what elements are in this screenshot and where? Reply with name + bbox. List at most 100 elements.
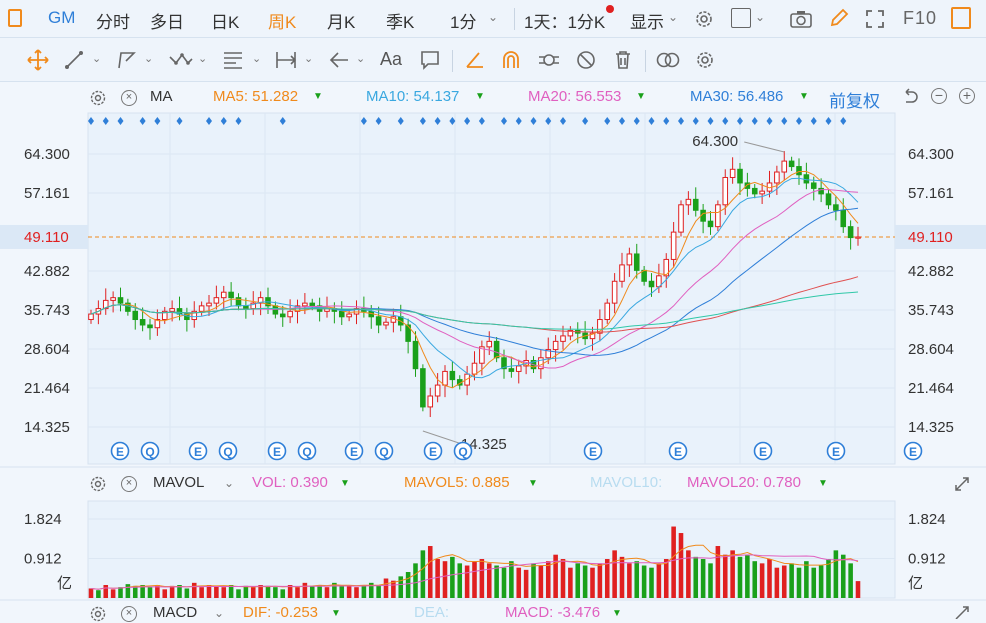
- text-icon[interactable]: Aa: [380, 49, 403, 69]
- line-icon[interactable]: [64, 50, 84, 70]
- settings-icon[interactable]: [694, 49, 716, 71]
- ma20-caret-icon[interactable]: ▼: [636, 91, 646, 102]
- display-chevron-icon[interactable]: ⌄: [668, 10, 679, 24]
- event-dot-icon: [102, 117, 109, 125]
- symbol-label[interactable]: GM: [48, 8, 76, 27]
- ma-settings-icon[interactable]: [89, 89, 107, 107]
- candle: [176, 308, 183, 315]
- ma30-caret-icon[interactable]: ▼: [799, 91, 809, 102]
- trash-icon[interactable]: [612, 49, 634, 71]
- crosshair-icon[interactable]: [26, 48, 50, 72]
- ma20-line: [90, 189, 859, 369]
- macd-caret-icon[interactable]: ▼: [612, 608, 622, 619]
- tab-quarterly[interactable]: 季K: [386, 13, 415, 32]
- volume-bar: [258, 585, 263, 598]
- event-dot-icon: [434, 117, 441, 125]
- vol-y-tick-right: 1.824: [908, 511, 946, 528]
- event-dot-icon: [810, 117, 817, 125]
- comment-icon[interactable]: [419, 49, 441, 71]
- event-dot-icon: [176, 117, 183, 125]
- zigzag-icon[interactable]: [168, 49, 194, 71]
- macd-close-icon[interactable]: ×: [121, 606, 137, 622]
- candle: [722, 176, 729, 206]
- quarterly-marker-letter: Q: [223, 445, 232, 459]
- candle: [250, 302, 257, 310]
- arrow-chevron-icon[interactable]: ⌄: [356, 53, 366, 65]
- mavol5-caret-icon[interactable]: ▼: [528, 478, 538, 489]
- candle: [184, 313, 190, 321]
- vol-expand-icon[interactable]: [953, 475, 971, 493]
- volume-bar: [472, 561, 477, 598]
- adjust-mode-button[interactable]: 前复权: [829, 92, 880, 111]
- ma-close-icon[interactable]: ×: [121, 90, 137, 106]
- volume-bar: [730, 550, 735, 598]
- volume-bar: [627, 563, 632, 598]
- polyline-icon[interactable]: [116, 49, 138, 71]
- volume-bar: [833, 550, 839, 598]
- min-price-label: 14.325: [461, 436, 507, 453]
- candle: [781, 160, 788, 173]
- panel-toggle-icon[interactable]: [951, 7, 971, 29]
- range-chevron-icon[interactable]: ⌄: [304, 53, 314, 65]
- display-menu[interactable]: 显示: [630, 13, 664, 32]
- event-dot-icon: [722, 117, 729, 125]
- candle: [766, 182, 773, 192]
- ma-indicator-name[interactable]: MA: [150, 88, 173, 105]
- camera-icon[interactable]: [789, 8, 813, 30]
- range-icon[interactable]: [274, 49, 298, 71]
- vol-close-icon[interactable]: ×: [121, 476, 137, 492]
- compare-icon[interactable]: [655, 49, 681, 71]
- polyline-chevron-icon[interactable]: ⌄: [144, 53, 154, 65]
- tab-1min[interactable]: 1分: [450, 13, 477, 32]
- text-list-chevron-icon[interactable]: ⌄: [252, 53, 262, 65]
- mavol-indicator-name[interactable]: MAVOL: [153, 474, 205, 491]
- hide-icon[interactable]: [575, 49, 597, 71]
- checkbox-icon[interactable]: [731, 8, 751, 28]
- vol-settings-icon[interactable]: [89, 475, 107, 493]
- y-tick-right: 28.604: [908, 341, 954, 358]
- tab-fenshi[interactable]: 分时: [96, 13, 130, 32]
- arrow-left-icon[interactable]: [328, 49, 350, 71]
- tab-dropdown-chevron-icon[interactable]: ⌄: [488, 10, 499, 24]
- candle: [538, 357, 544, 370]
- vol-unit-right: 亿: [908, 575, 923, 592]
- magnet-icon[interactable]: [500, 49, 522, 71]
- volume-bar: [405, 572, 411, 598]
- mavol-chevron-icon[interactable]: ⌄: [224, 476, 235, 490]
- volume-bar: [789, 563, 794, 598]
- candle: [361, 308, 367, 312]
- top-bar: GM 分时 多日 日K 周K 月K 季K 1分 ⌄ 1天：1分K 显示 ⌄ ⌄ …: [0, 0, 986, 38]
- period-selector[interactable]: 1天：1分K: [524, 13, 606, 32]
- ruler-icon[interactable]: [464, 49, 486, 71]
- zigzag-chevron-icon[interactable]: ⌄: [198, 53, 208, 65]
- macd-indicator-name[interactable]: MACD: [153, 604, 198, 621]
- checkbox-chevron-icon[interactable]: ⌄: [755, 10, 766, 24]
- earnings-marker-letter: E: [759, 445, 767, 459]
- ma5-caret-icon[interactable]: ▼: [313, 91, 323, 102]
- tab-daily[interactable]: 日K: [211, 13, 240, 32]
- sidebar-toggle-icon[interactable]: [8, 9, 22, 27]
- macd-chevron-icon[interactable]: ⌄: [214, 606, 225, 620]
- volume-bar: [354, 587, 359, 598]
- zoom-out-icon[interactable]: −: [931, 88, 947, 104]
- pencil-icon[interactable]: [828, 7, 850, 29]
- settings-icon[interactable]: [693, 8, 715, 30]
- f10-button[interactable]: F10: [903, 8, 938, 28]
- undo-icon[interactable]: [901, 88, 919, 106]
- tab-duori[interactable]: 多日: [150, 13, 184, 32]
- volume-bar: [501, 567, 507, 598]
- tab-weekly[interactable]: 周K: [268, 13, 297, 32]
- line-chevron-icon[interactable]: ⌄: [92, 53, 102, 65]
- text-list-icon[interactable]: [221, 49, 245, 71]
- tab-monthly[interactable]: 月K: [327, 13, 356, 32]
- zoom-in-icon[interactable]: +: [959, 88, 975, 104]
- dif-caret-icon[interactable]: ▼: [331, 608, 341, 619]
- mavol20-caret-icon[interactable]: ▼: [818, 478, 828, 489]
- vol-caret-icon[interactable]: ▼: [340, 478, 350, 489]
- link-icon[interactable]: [537, 49, 561, 71]
- macd-expand-icon[interactable]: [953, 605, 971, 619]
- macd-settings-icon[interactable]: [89, 605, 107, 623]
- ma10-caret-icon[interactable]: ▼: [475, 91, 485, 102]
- fullscreen-icon[interactable]: [864, 8, 886, 30]
- earnings-marker-icon: [903, 441, 923, 461]
